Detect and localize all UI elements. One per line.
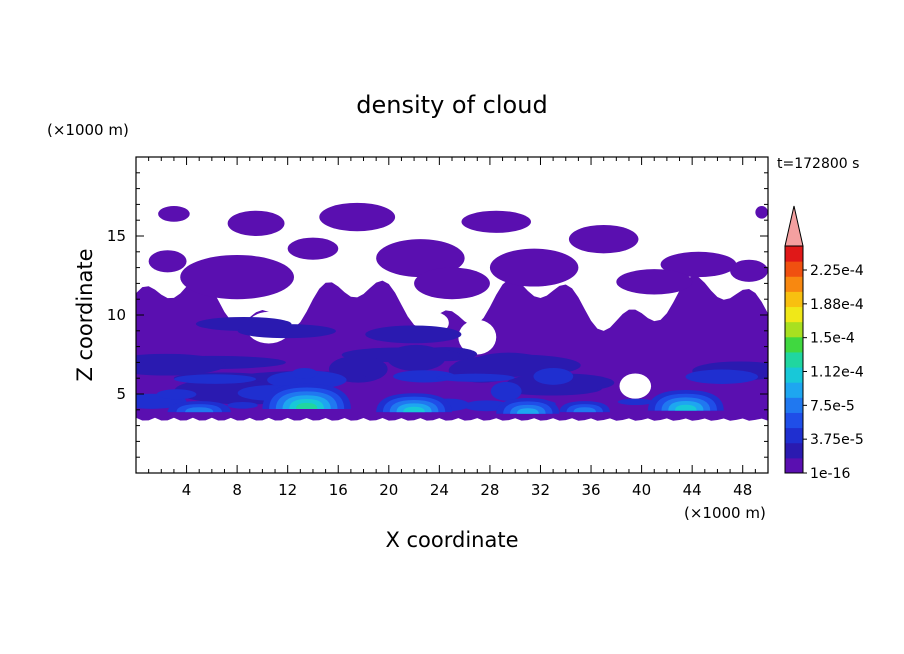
colorbar-label: 1.5e-4 xyxy=(810,331,855,347)
x-tick-label: 28 xyxy=(480,481,499,499)
cloud-patch xyxy=(568,224,639,254)
x-tick-label: 12 xyxy=(278,481,297,499)
colorbar-swatch xyxy=(785,427,803,444)
x-tick-label: 36 xyxy=(581,481,600,499)
clear-gap xyxy=(619,373,652,399)
cloud-patch xyxy=(489,248,579,287)
density-contour xyxy=(436,373,515,382)
colorbar-swatch xyxy=(785,367,803,383)
colorbar-swatch xyxy=(785,442,803,459)
density-contour xyxy=(533,368,574,385)
density-contour xyxy=(267,370,347,390)
colorbar-label: 2.25e-4 xyxy=(810,263,864,279)
y-unit-label: (×1000 m) xyxy=(47,121,129,139)
colorbar-swatch xyxy=(785,276,803,292)
colorbar-label: 1.12e-4 xyxy=(810,365,864,381)
x-tick-label: 40 xyxy=(632,481,651,499)
convective-core xyxy=(573,407,596,413)
colorbar: 2.25e-4 1.88e-4 1.5e-4 1.12e-4 7.5e-5 3.75e-5… xyxy=(784,205,864,482)
density-contour xyxy=(237,324,336,339)
colorbar-swatch xyxy=(785,291,803,308)
density-contour xyxy=(685,369,759,384)
colorbar-label: 1.88e-4 xyxy=(810,297,864,313)
colorbar-swatch xyxy=(785,336,803,353)
convective-core xyxy=(185,407,214,413)
density-contour xyxy=(365,325,462,344)
colorbar-label: 1e-16 xyxy=(810,466,850,482)
y-tick-label: 15 xyxy=(107,227,126,245)
density-contour xyxy=(156,389,197,400)
x-tick-label: 16 xyxy=(329,481,348,499)
density-contour xyxy=(227,402,258,409)
colorbar-label: 7.5e-5 xyxy=(810,398,855,414)
cloud-patch xyxy=(227,210,285,236)
colorbar-extend-arrow xyxy=(784,205,804,247)
cloud-patch xyxy=(319,202,396,232)
y-axis-ticks: 5 10 15 xyxy=(107,172,768,458)
colorbar-swatch xyxy=(785,306,803,323)
density-contour xyxy=(136,353,226,376)
convective-core xyxy=(675,404,697,411)
x-axis-ticks: 4 8 12 16 20 24 28 32 36 40 44 48 xyxy=(148,157,756,499)
colorbar-swatch xyxy=(785,321,803,338)
colorbar-label: 3.75e-5 xyxy=(810,432,864,448)
x-tick-label: 20 xyxy=(379,481,398,499)
cloud-patch xyxy=(148,250,187,273)
colorbar-swatch xyxy=(785,246,803,262)
cloud-patch xyxy=(376,239,465,278)
density-contour xyxy=(617,398,654,406)
colorbar-swatch xyxy=(785,351,803,368)
time-label: t=172800 s xyxy=(777,156,859,172)
cloud-patch xyxy=(461,210,531,233)
x-tick-label: 32 xyxy=(531,481,550,499)
y-axis-label: Z coordinate xyxy=(73,248,97,381)
cloud-patch xyxy=(414,267,490,300)
x-tick-label: 8 xyxy=(232,481,242,499)
colorbar-swatch xyxy=(785,382,803,398)
colorbar-swatch xyxy=(785,397,803,413)
x-tick-label: 24 xyxy=(430,481,449,499)
colorbar-swatch xyxy=(785,261,803,277)
cloud-field xyxy=(136,202,768,421)
cloud-patch xyxy=(660,251,737,278)
density-contour xyxy=(490,381,522,401)
convective-core xyxy=(403,406,425,413)
cloud-patch xyxy=(755,205,768,219)
x-tick-label: 48 xyxy=(733,481,752,499)
x-unit-label: (×1000 m) xyxy=(684,504,766,522)
colorbar-swatch xyxy=(785,412,803,429)
density-contour xyxy=(174,374,257,384)
cloud-patch xyxy=(287,237,339,260)
x-axis-label: X coordinate xyxy=(385,528,518,552)
x-tick-label: 44 xyxy=(683,481,702,499)
y-tick-label: 10 xyxy=(107,306,126,324)
density-contour xyxy=(291,367,318,379)
y-tick-label: 5 xyxy=(116,385,126,403)
cloud-patch xyxy=(616,269,693,295)
chart-title: density of cloud xyxy=(356,91,547,119)
cloud-patch xyxy=(180,254,294,300)
x-tick-label: 4 xyxy=(182,481,192,499)
cloud-patch xyxy=(730,259,768,282)
cloud-patch xyxy=(158,205,190,222)
convective-core xyxy=(516,408,539,414)
convective-core xyxy=(295,402,318,410)
clear-gap xyxy=(458,319,497,355)
colorbar-swatch xyxy=(785,457,803,474)
